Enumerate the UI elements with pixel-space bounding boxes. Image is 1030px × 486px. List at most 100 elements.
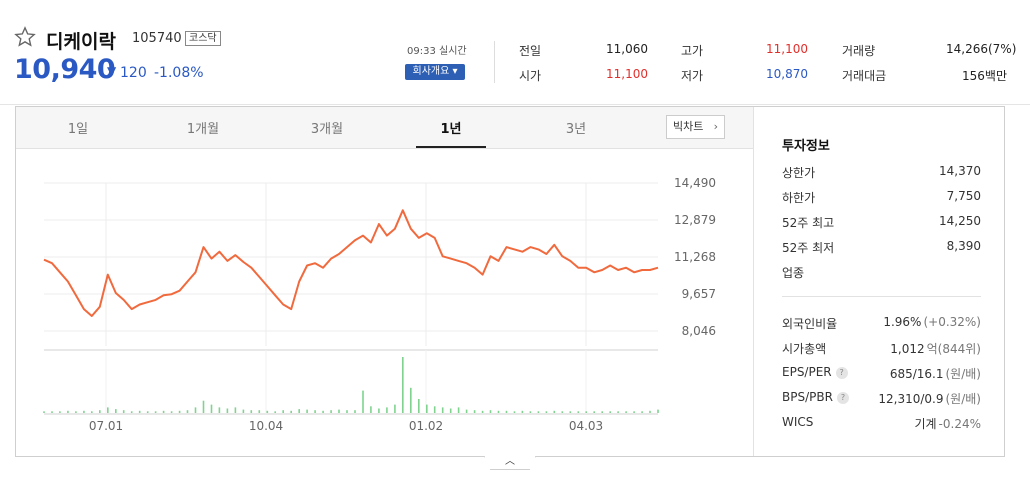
tab-3y[interactable]: 3년 (565, 122, 587, 137)
high-value: 11,100 (766, 42, 808, 56)
realtime-timestamp: 09:33 실시간 (407, 46, 467, 57)
invest-row-label: 시가총액 (782, 340, 826, 357)
volume-bar (83, 410, 85, 413)
y-tick-label: 12,879 (674, 213, 716, 227)
volume-bar (282, 410, 284, 413)
volume-bar (521, 410, 524, 413)
volume-bar (433, 406, 436, 413)
prev-close-label: 전일 (519, 44, 542, 58)
invest-row-value-text: 685/16.1 (889, 367, 944, 381)
tab-1y[interactable]: 1년 (440, 122, 462, 137)
y-tick-label: 8,046 (682, 324, 716, 338)
low-value: 10,870 (766, 67, 808, 81)
invest-row-value-sub: (+0.32%) (923, 315, 981, 329)
invest-row-value: 685/16.1 (원/배) (890, 365, 981, 382)
invest-row-label: WICS (782, 415, 813, 429)
y-tick-label: 14,490 (674, 176, 716, 190)
volume-bar (370, 406, 372, 413)
volume-bar (122, 410, 125, 413)
volume-bar (162, 410, 165, 413)
invest-row-value-sub: (원/배) (945, 367, 982, 381)
volume-bar (394, 404, 396, 413)
invest-row-value: 14,370 (939, 164, 981, 178)
invest-row-label: 52주 최고 (782, 216, 835, 230)
volume-bar (194, 407, 197, 413)
divider (782, 296, 981, 297)
volume-bar (577, 411, 580, 413)
volume-bar (649, 410, 651, 413)
volume-bar (529, 411, 532, 413)
investment-info-panel: 투자정보 상한가 14,370 하한가 7,750 52주 최고 14,250 52주 최저… (753, 107, 1004, 456)
volume-label: 거래량 (842, 44, 876, 58)
volume-bar (298, 409, 300, 413)
y-tick-label: 11,268 (674, 250, 716, 264)
invest-row-value: 기계 -0.24% (914, 415, 981, 432)
invest-row-value: 8,390 (946, 239, 981, 253)
tab-1d[interactable]: 1일 (67, 122, 89, 137)
period-tab-bar: 1일 1개월 3개월 1년 3년 빅차트 › (16, 107, 753, 149)
help-icon[interactable]: ? (835, 367, 848, 379)
volume-bar (266, 410, 269, 413)
volume-bar (250, 410, 253, 413)
chevron-up-icon: ︿ (505, 456, 515, 467)
volume-bar (146, 411, 149, 413)
stock-name: 디케이락 (46, 31, 116, 53)
tab-3m[interactable]: 3개월 (310, 122, 344, 137)
volume-bar (378, 408, 380, 413)
volume-bar (657, 409, 659, 413)
volume-bar (154, 411, 157, 413)
volume-bar (346, 410, 348, 413)
invest-row-label: BPS/PBR? (782, 390, 849, 404)
y-tick-label: 9,657 (682, 287, 716, 301)
company-overview-button[interactable]: 회사개요 ▾ (405, 64, 465, 80)
volume-bar (330, 410, 332, 413)
volume-bar (99, 410, 101, 413)
volume-bar (473, 410, 476, 413)
invest-row-label-text: 외국인비율 (782, 317, 838, 331)
volume-bar (43, 411, 45, 413)
volume-bar (593, 411, 595, 413)
volume-bar (178, 410, 181, 413)
invest-title: 투자정보 (782, 139, 830, 154)
volume-bar (210, 404, 213, 413)
chart-panel: 1일 1개월 3개월 1년 3년 빅차트 › 14,490 12,879 11,26… (15, 106, 1005, 457)
volume-bar (274, 411, 276, 413)
volume-bar (537, 411, 540, 413)
volume-value: 14,266(7%) (946, 42, 1017, 56)
tab-1m[interactable]: 1개월 (186, 122, 220, 137)
volume-bar (633, 411, 635, 413)
volume-bar (497, 410, 500, 413)
volume-bar (115, 409, 117, 413)
volume-bar (617, 411, 619, 413)
price-chart: 14,490 12,879 11,268 9,657 8,046 07.01 10.04 01… (43, 176, 716, 433)
invest-row-label: 52주 최저 (782, 241, 835, 255)
volume-bar (322, 410, 324, 413)
star-icon[interactable] (14, 26, 36, 48)
help-icon[interactable]: ? (836, 392, 849, 404)
volume-bar (585, 411, 587, 413)
header-divider (0, 104, 1030, 105)
x-tick-label: 01.02 (409, 419, 443, 433)
collapse-button[interactable]: ︿ (484, 456, 536, 470)
bigchart-button[interactable]: 빅차트 › (666, 115, 725, 139)
volume-bar (226, 408, 229, 413)
invest-row-value-text: 기계 (914, 417, 937, 431)
chevron-right-icon: › (713, 120, 718, 133)
volume-bar (457, 407, 460, 413)
open-value: 11,100 (606, 67, 648, 81)
volume-bar (418, 399, 420, 413)
divider (494, 41, 495, 83)
low-label: 저가 (681, 69, 704, 83)
volume-bar (402, 357, 404, 413)
volume-bar (426, 404, 428, 413)
volume-bar (489, 410, 492, 413)
bigchart-label: 빅차트 (673, 120, 704, 133)
trade-amount-label: 거래대금 (842, 69, 887, 83)
stock-header: 디케이락 105740 코스닥 10,940 ▼ 120 -1.08% 09:3… (0, 0, 1030, 105)
volume-bar (601, 411, 603, 413)
volume-bar (641, 411, 643, 413)
volume-bar (306, 409, 308, 413)
volume-bar (505, 410, 508, 413)
volume-bar (513, 411, 516, 413)
price-change: 120 (120, 65, 147, 81)
